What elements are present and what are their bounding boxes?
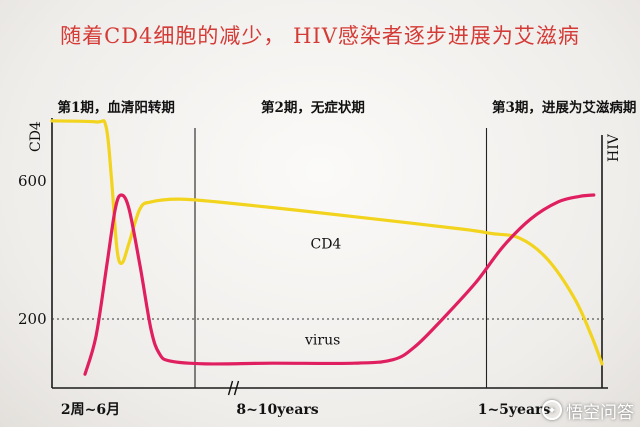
slide-title: 随着CD4细胞的减少， HIV感染者逐步进展为艾滋病	[60, 24, 580, 48]
cd4-line	[50, 119, 604, 366]
y-tick-label-200: 200	[18, 310, 47, 328]
y-axis-right-label: HIV	[606, 133, 622, 162]
x-label-1: 2周~6月	[61, 402, 120, 418]
cd4-series-label: CD4	[311, 236, 342, 252]
axis-break-mark-1	[227, 380, 234, 396]
phase-label-2: 第2期，无症状期	[261, 99, 365, 116]
x-label-2: 8~10years	[236, 402, 318, 418]
virus-series-label: virus	[304, 333, 340, 349]
wukong-logo-icon: ✦	[542, 400, 562, 420]
virus-line	[83, 193, 596, 376]
y-tick-label-600: 600	[18, 172, 47, 190]
watermark-text: 悟空问答	[566, 402, 634, 423]
phase-label-1: 第1期，血清阳转期	[58, 99, 175, 116]
phase-label-3: 第3期，进展为艾滋病期	[492, 99, 636, 116]
y-axis-left-label: CD4	[28, 121, 44, 152]
axes-layer	[51, 118, 608, 396]
axis-break-mark-2	[233, 380, 240, 396]
series-layer	[50, 119, 604, 376]
x-label-3: 1~5years	[478, 402, 551, 418]
text-layer: 600 200 CD4 HIV 第1期，血清阳转期 第2期，无症状期 第3期，进展为艾滋病期…	[18, 99, 636, 418]
watermark: ✦ 悟空问答	[542, 397, 634, 423]
